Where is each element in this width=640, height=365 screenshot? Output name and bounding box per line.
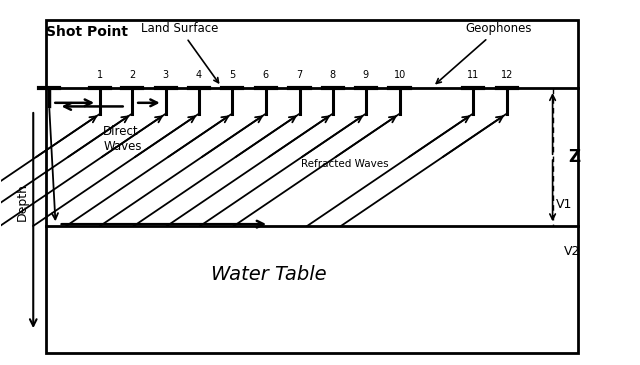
Text: 3: 3 <box>163 70 169 80</box>
Text: 11: 11 <box>467 70 479 80</box>
Text: Water Table: Water Table <box>211 265 327 284</box>
Text: Geophones: Geophones <box>436 22 532 84</box>
FancyBboxPatch shape <box>46 19 578 353</box>
Text: 5: 5 <box>229 70 235 80</box>
Text: Shot Point: Shot Point <box>46 26 128 39</box>
Text: 10: 10 <box>394 70 406 80</box>
Text: Land Surface: Land Surface <box>141 22 218 83</box>
Text: 6: 6 <box>263 70 269 80</box>
Text: Refracted Waves: Refracted Waves <box>301 159 388 169</box>
Text: 4: 4 <box>196 70 202 80</box>
Text: V2: V2 <box>564 245 580 258</box>
Text: 12: 12 <box>500 70 513 80</box>
Text: Z: Z <box>568 148 580 166</box>
Text: V1: V1 <box>556 199 572 211</box>
Text: 9: 9 <box>363 70 369 80</box>
Text: 8: 8 <box>330 70 336 80</box>
Text: Depth: Depth <box>15 184 28 222</box>
Text: 1: 1 <box>97 70 103 80</box>
Text: 7: 7 <box>296 70 303 80</box>
Text: Direct
Waves: Direct Waves <box>103 124 142 153</box>
Text: 2: 2 <box>129 70 135 80</box>
